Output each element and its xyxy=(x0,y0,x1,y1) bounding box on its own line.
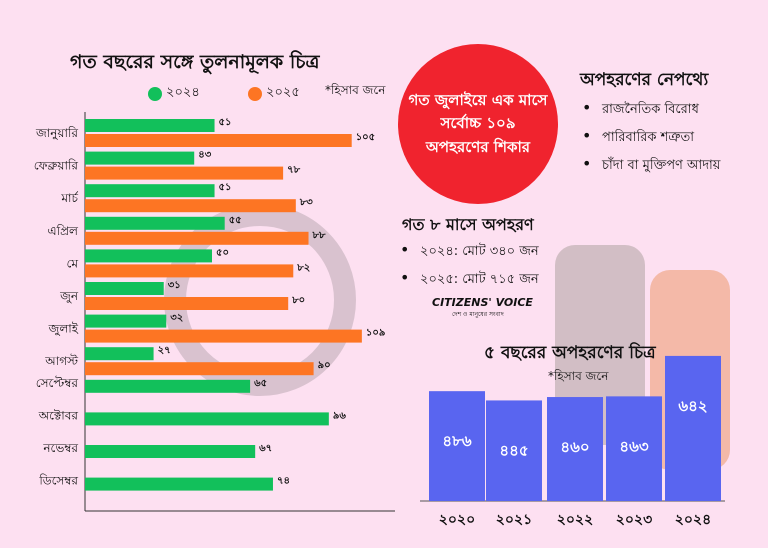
bar-value-label: ৭৪ xyxy=(277,476,290,487)
year-bar-value: ৪৬০ xyxy=(560,438,589,456)
bar-2024 xyxy=(85,314,167,328)
year-label: ২০২০ xyxy=(439,512,475,528)
legend-label-2024: ২০২৪ xyxy=(166,85,200,100)
reasons-list: রাজনৈতিক বিরোধ পারিবারিক শত্রুতা চাঁদা ব… xyxy=(580,98,720,184)
bar-value-label: ৫০ xyxy=(216,247,229,258)
legend-swatch-2024 xyxy=(148,86,162,101)
right-chart-note: *হিসাব জনে xyxy=(548,369,609,383)
year-label: ২০২২ xyxy=(557,512,593,528)
bar-2025 xyxy=(85,297,289,310)
reason-item: রাজনৈতিক বিরোধ xyxy=(580,98,720,121)
legend-label-2025: ২০২৫ xyxy=(266,85,300,100)
year-bar-value: ৪৬৩ xyxy=(619,437,648,455)
reason-item: চাঁদা বা মুক্তিপণ আদায় xyxy=(580,154,720,177)
bar-2025 xyxy=(85,166,284,180)
month-label: মার্চ xyxy=(60,191,79,205)
month-label: মে xyxy=(66,256,78,270)
bar-2024 xyxy=(85,151,195,165)
month-label: জানুয়ারি xyxy=(35,126,78,141)
bar-2025 xyxy=(85,231,309,245)
legend-2025: ২০২৫ xyxy=(248,83,300,104)
bar-value-label: ৭৮ xyxy=(287,165,301,176)
month-label: ফেব্রুয়ারি xyxy=(34,159,79,173)
bar-value-label: ৩১ xyxy=(168,280,181,291)
left-chart-note: *হিসাব জনে xyxy=(325,83,386,97)
left-chart-title: গত বছরের সঙ্গে তুলনামূলক চিত্র xyxy=(70,51,320,73)
bar-value-label: ১০৯ xyxy=(366,328,385,339)
bar-2024 xyxy=(85,445,256,458)
bar-value-label: ৬৫ xyxy=(254,378,267,389)
legend-swatch-2025 xyxy=(248,86,262,101)
bar-2025 xyxy=(85,362,314,376)
bar-2024 xyxy=(85,282,164,295)
eight-months-item: ২০২৪: মোট ৩৪০ জন xyxy=(398,240,539,263)
logo-tagline: দেশ ও মানুষের সংবাদ xyxy=(452,311,504,318)
year-label: ২০২১ xyxy=(496,512,532,528)
bar-value-label: ৪৩ xyxy=(198,150,211,161)
reason-item: পারিবারিক শত্রুতা xyxy=(580,126,720,149)
logo-name: CITIZENS' VOICE xyxy=(432,296,533,309)
month-label: সেপ্টেম্বর xyxy=(36,376,79,390)
legend-2024: ২০২৪ xyxy=(148,83,200,104)
bar-value-label: ২৭ xyxy=(158,345,171,356)
year-label: ২০২৪ xyxy=(675,512,711,528)
year-bar xyxy=(429,391,485,501)
month-label: অক্টোবর xyxy=(38,408,79,422)
eight-months-title: গত ৮ মাসে অপহরণ xyxy=(402,215,534,234)
bar-2025 xyxy=(85,134,352,147)
bar-value-label: ৫১ xyxy=(219,117,232,128)
bar-2024 xyxy=(85,249,212,263)
bar-value-label: ৯০ xyxy=(318,360,331,371)
callout-circle: গত জুলাইয়ে এক মাসে সর্বোচ্চ ১০৯ অপহরণের… xyxy=(398,44,558,204)
year-bar xyxy=(547,397,603,501)
bar-value-label: ৯৬ xyxy=(333,410,346,421)
citizens-voice-logo: CITIZENS' VOICE দেশ ও মানুষের সংবাদ xyxy=(432,296,533,320)
year-bar-value: ৪৮৬ xyxy=(442,432,471,450)
bar-2024 xyxy=(85,412,329,426)
bar-2024 xyxy=(85,119,215,132)
month-label: ডিসেম্বর xyxy=(38,474,78,488)
bar-value-label: ১০৫ xyxy=(356,132,375,143)
month-label: জুলাই xyxy=(48,322,79,337)
bar-value-label: ৮৩ xyxy=(299,197,313,208)
police-officer-illustration xyxy=(555,245,645,445)
bar-2024 xyxy=(85,379,251,393)
reasons-title: অপহরণের নেপথ্যে xyxy=(580,70,709,90)
bar-2024 xyxy=(85,477,273,491)
year-bar-value: ৪৪৫ xyxy=(499,441,528,459)
bar-value-label: ৩২ xyxy=(170,313,183,324)
bar-2025 xyxy=(85,264,294,278)
bar-value-label: ৮০ xyxy=(291,295,305,306)
bar-value-label: ৬৭ xyxy=(259,443,272,454)
year-bar xyxy=(606,396,662,501)
bar-value-label: ৫৫ xyxy=(229,215,242,226)
bar-2024 xyxy=(85,216,225,230)
bar-2025 xyxy=(85,329,362,343)
year-bar xyxy=(486,400,542,501)
eight-months-list: ২০২৪: মোট ৩৪০ জন ২০২৫: মোট ৭১৫ জন xyxy=(398,240,539,298)
bar-2024 xyxy=(85,347,154,361)
year-bar-value: ৬৪২ xyxy=(678,397,707,415)
right-chart-title: ৫ বছরের অপহরণের চিত্র xyxy=(484,343,656,363)
bar-2024 xyxy=(85,184,215,198)
year-label: ২০২৩ xyxy=(616,512,652,528)
eight-months-item: ২০২৫: মোট ৭১৫ জন xyxy=(398,268,539,291)
month-label: আগস্ট xyxy=(44,354,79,368)
year-bar xyxy=(665,355,721,501)
month-label: নভেম্বর xyxy=(42,441,78,455)
bar-2025 xyxy=(85,199,296,213)
bar-value-label: ৮২ xyxy=(296,262,310,273)
bar-value-label: ৫১ xyxy=(219,182,232,193)
month-label: এপ্রিল xyxy=(48,224,80,238)
bar-value-label: ৮৮ xyxy=(312,230,326,241)
month-label: জুন xyxy=(59,289,79,304)
